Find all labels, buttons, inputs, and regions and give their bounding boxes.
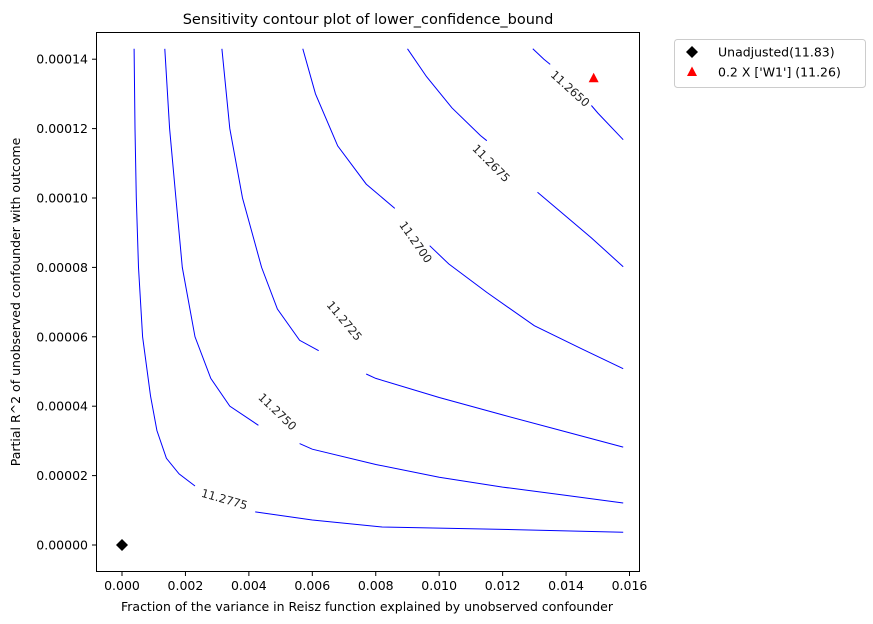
legend-box [674, 39, 866, 88]
contour-line [221, 48, 319, 352]
contour-line [164, 48, 259, 426]
contour-line [537, 191, 624, 268]
contour-line [133, 48, 196, 487]
contour-line [407, 48, 488, 142]
contour-label: 11.2700 [396, 219, 435, 266]
contour-label: 11.2650 [548, 68, 593, 110]
legend-label: 0.2 X ['W1'] (11.26) [718, 65, 841, 80]
diamond-marker-icon [116, 539, 128, 551]
y-tick-label: 0.00006 [36, 329, 88, 344]
legend: Unadjusted(11.83) 0.2 X ['W1'] (11.26) [674, 39, 866, 88]
x-tick-label: 0.012 [485, 578, 521, 593]
contour-line [429, 245, 624, 370]
x-tick-label: 0.016 [612, 578, 648, 593]
x-tick-label: 0.004 [231, 578, 267, 593]
contour-line [591, 105, 624, 141]
chart-title: Sensitivity contour plot of lower_confid… [183, 12, 554, 28]
y-tick-label: 0.00000 [36, 538, 88, 553]
contour-line [532, 48, 551, 65]
legend-items: Unadjusted(11.83) 0.2 X ['W1'] (11.26) [686, 45, 841, 80]
contour-label: 11.2725 [324, 298, 365, 343]
contour-label: 11.2675 [469, 142, 513, 186]
triangle-legend-icon [687, 66, 697, 76]
x-axis: 0.000 0.002 0.004 0.006 0.008 0.010 0.012 0.014… [104, 571, 648, 593]
x-tick-label: 0.008 [358, 578, 394, 593]
y-axis-label: Partial R^2 of unobserved confounder wit… [8, 137, 23, 466]
contour-line [255, 511, 624, 533]
legend-item: Unadjusted(11.83) [686, 45, 835, 60]
y-tick-label: 0.00002 [36, 468, 88, 483]
x-tick-label: 0.000 [104, 578, 140, 593]
data-markers [116, 72, 599, 551]
axes-frame [96, 32, 640, 572]
legend-item: 0.2 X ['W1'] (11.26) [687, 65, 841, 80]
legend-label: Unadjusted(11.83) [718, 45, 835, 60]
diamond-legend-icon [686, 46, 698, 58]
x-axis-label: Fraction of the variance in Reisz functi… [121, 599, 614, 614]
contour-line [302, 48, 396, 209]
x-tick-label: 0.014 [548, 578, 584, 593]
x-tick-label: 0.002 [168, 578, 204, 593]
contour-line [365, 373, 624, 448]
y-tick-label: 0.00010 [36, 191, 88, 206]
y-axis: 0.00000 0.00002 0.00004 0.00006 0.00008 0.000… [36, 52, 97, 553]
y-tick-label: 0.00008 [36, 260, 88, 275]
x-tick-label: 0.006 [294, 578, 330, 593]
contour-label: 11.2750 [255, 390, 299, 433]
plot-area: 11.2775 11.2750 11.2725 11.2700 11.2675 11.26… [96, 32, 640, 572]
y-tick-label: 0.00004 [36, 399, 88, 414]
contour-labels: 11.2775 11.2750 11.2725 11.2700 11.2675 11.26… [200, 68, 593, 513]
contour-line [299, 443, 624, 504]
triangle-marker-icon [588, 72, 599, 83]
contour-label: 11.2775 [200, 486, 250, 513]
y-tick-label: 0.00012 [36, 121, 88, 136]
contour-lines [133, 48, 624, 533]
y-tick-label: 0.00014 [36, 52, 88, 67]
x-tick-label: 0.010 [421, 578, 457, 593]
